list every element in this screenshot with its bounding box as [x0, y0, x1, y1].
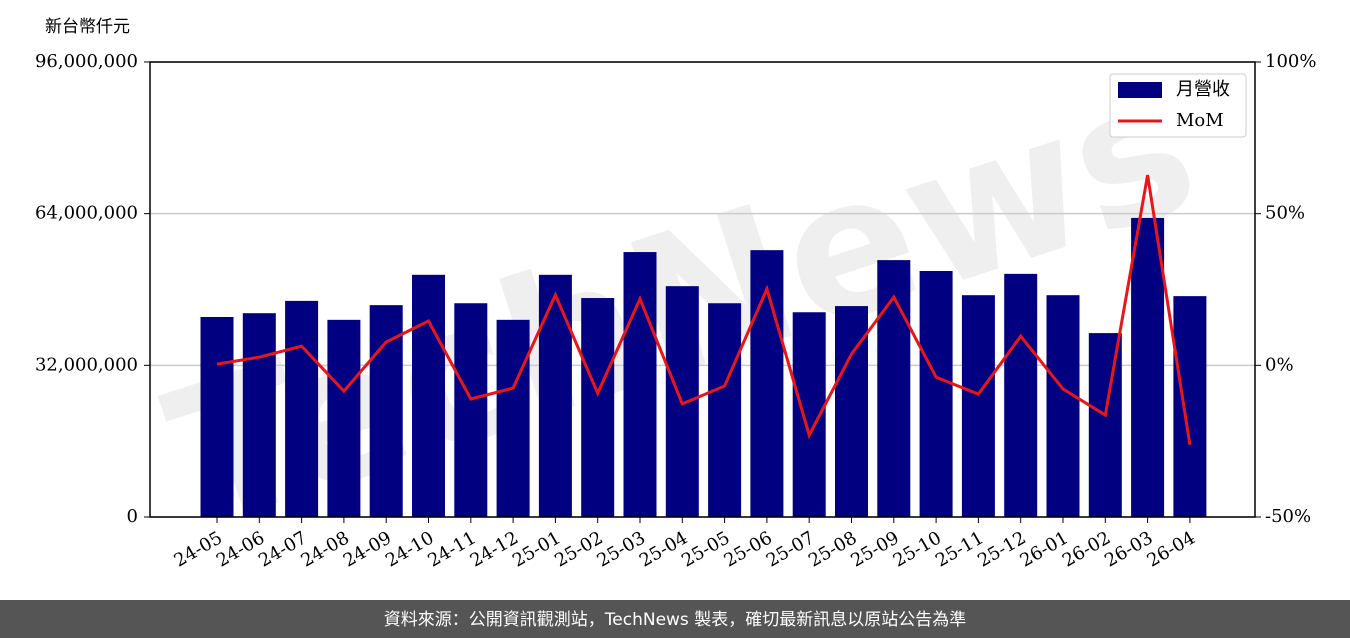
bar	[581, 298, 615, 517]
bar	[454, 303, 488, 517]
plot-frame	[149, 61, 1256, 518]
y2-tick-label: -50%	[1265, 506, 1311, 527]
footer-bar	[0, 600, 1350, 638]
bar	[285, 300, 319, 517]
bar	[242, 313, 276, 517]
bar	[200, 316, 234, 517]
x-tick-label: 26-04	[1143, 527, 1198, 571]
legend-label: 月營收	[1176, 79, 1230, 100]
bar	[1131, 217, 1165, 517]
y-tick-label: 0	[127, 506, 138, 527]
y-tick-label: 32,000,000	[35, 354, 138, 375]
footer-text: 資料來源：公開資訊觀測站，TechNews 製表，確切最新訊息以原站公告為準	[384, 610, 966, 630]
y2-tick-label: 0%	[1265, 354, 1294, 375]
y2-tick-label: 100%	[1265, 51, 1316, 72]
legend-swatch	[1118, 82, 1162, 98]
bar	[496, 319, 530, 517]
bar	[1088, 333, 1122, 517]
bar	[750, 250, 784, 518]
y-tick-label: 64,000,000	[35, 203, 138, 224]
bar	[961, 295, 995, 517]
bar	[1004, 273, 1038, 517]
bar	[538, 274, 572, 517]
bar	[877, 260, 911, 517]
bar	[1173, 296, 1207, 517]
line	[216, 174, 1192, 446]
y-tick-label: 96,000,000	[35, 51, 138, 72]
bar	[412, 274, 445, 517]
legend-label: MoM	[1176, 110, 1224, 131]
y2-tick-label: 50%	[1265, 203, 1305, 224]
bar	[1046, 295, 1080, 517]
bar	[623, 252, 657, 517]
bar	[708, 303, 742, 517]
bar	[327, 319, 361, 517]
bar	[919, 271, 953, 517]
unit-label: 新台幣仟元	[45, 17, 130, 37]
